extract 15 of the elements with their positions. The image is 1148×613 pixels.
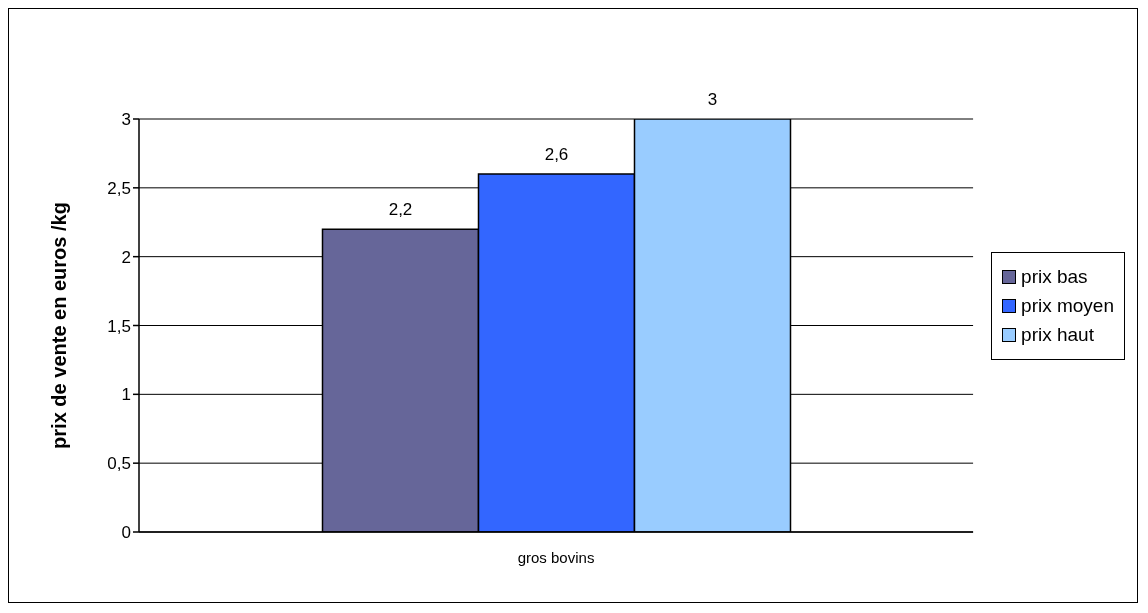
legend-label: prix bas bbox=[1021, 265, 1088, 288]
data-label: 3 bbox=[707, 90, 718, 109]
data-label: 2,2 bbox=[388, 200, 413, 220]
y-axis-title: prix de vente en euros /kg bbox=[48, 202, 71, 449]
y-tick-label: 3 bbox=[121, 110, 131, 130]
y-tick-label: 2,5 bbox=[107, 178, 131, 198]
legend-label: prix moyen bbox=[1021, 294, 1114, 317]
y-tick-label: 0 bbox=[121, 523, 131, 543]
y-tick-label: 2 bbox=[121, 247, 131, 267]
data-label: 2,6 bbox=[544, 145, 569, 165]
y-tick-label: 1,5 bbox=[107, 316, 131, 336]
y-tick-label: 0,5 bbox=[107, 454, 131, 474]
legend-label: prix haut bbox=[1021, 323, 1094, 346]
x-tick-label: gros bovins bbox=[517, 548, 595, 566]
y-tick-label: 1 bbox=[121, 385, 131, 405]
